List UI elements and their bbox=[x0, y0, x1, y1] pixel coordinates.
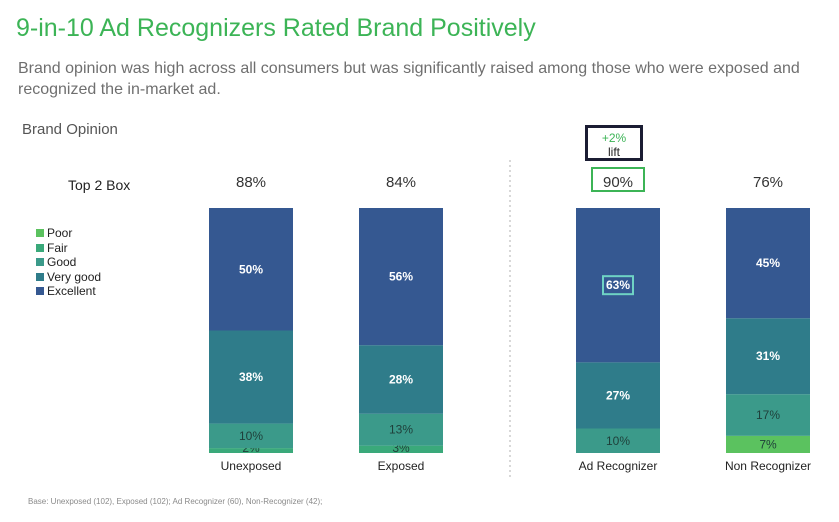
legend-swatch-good bbox=[36, 258, 44, 267]
bar-segment-unexposed-excellent bbox=[209, 208, 293, 331]
bar-segment-exposed-excellent bbox=[359, 208, 443, 346]
data-label-non-recognizer-very-good: 31% bbox=[756, 349, 780, 363]
legend-item-excellent: Excellent bbox=[36, 284, 101, 299]
data-label-ad-recognizer-excellent: 63% bbox=[606, 278, 630, 292]
category-label-unexposed: Unexposed bbox=[221, 459, 282, 473]
legend-label-excellent: Excellent bbox=[47, 284, 96, 299]
category-label-non-recognizer: Non Recognizer bbox=[725, 459, 811, 473]
lift-label: lift bbox=[608, 145, 620, 159]
legend-label-good: Good bbox=[47, 255, 77, 270]
legend-item-poor: Poor bbox=[36, 226, 101, 241]
legend-swatch-very-good bbox=[36, 272, 44, 281]
base-footnote: Base: Unexposed (102), Exposed (102); Ad… bbox=[28, 497, 323, 506]
bar-segment-exposed-very-good bbox=[359, 345, 443, 414]
highlight-box-ad-recognizer-excellent bbox=[602, 275, 634, 296]
legend-item-fair: Fair bbox=[36, 241, 101, 256]
bar-segment-ad-recognizer-excellent bbox=[576, 208, 660, 363]
bar-segment-ad-recognizer-very-good bbox=[576, 362, 660, 429]
data-label-non-recognizer-good: 17% bbox=[756, 408, 780, 422]
category-label-ad-recognizer: Ad Recognizer bbox=[579, 459, 658, 473]
bar-segment-unexposed-good bbox=[209, 423, 293, 449]
legend-item-good: Good bbox=[36, 255, 101, 270]
page-subtitle: Brand opinion was high across all consum… bbox=[18, 60, 800, 98]
page-title: 9-in-10 Ad Recognizers Rated Brand Posit… bbox=[16, 14, 536, 42]
top2-highlight-box bbox=[591, 167, 645, 192]
top2-value-non-recognizer: 76% bbox=[753, 174, 783, 191]
data-label-unexposed-excellent: 50% bbox=[239, 262, 263, 276]
legend-swatch-fair bbox=[36, 243, 44, 252]
legend-label-fair: Fair bbox=[47, 240, 68, 255]
bar-segment-exposed-fair bbox=[359, 445, 443, 453]
data-label-ad-recognizer-good: 10% bbox=[606, 434, 630, 448]
legend-swatch-excellent bbox=[36, 287, 44, 296]
lift-value: +2% bbox=[601, 131, 627, 145]
bar-segment-non-recognizer-very-good bbox=[726, 318, 810, 395]
top2-value-ad-recognizer: 90% bbox=[603, 174, 633, 191]
top2-value-exposed: 84% bbox=[386, 174, 416, 191]
bar-segment-unexposed-fair bbox=[209, 448, 293, 453]
data-label-ad-recognizer-very-good: 27% bbox=[606, 388, 630, 402]
bar-segment-exposed-good bbox=[359, 413, 443, 446]
data-label-unexposed-very-good: 38% bbox=[239, 370, 263, 384]
top2-value-unexposed: 88% bbox=[236, 174, 266, 191]
chart-title: Brand Opinion bbox=[22, 121, 118, 138]
bar-segment-non-recognizer-excellent bbox=[726, 208, 810, 319]
legend-label-poor: Poor bbox=[47, 226, 73, 241]
legend-item-very-good: Very good bbox=[36, 270, 101, 285]
bar-segment-non-recognizer-good bbox=[726, 394, 810, 436]
lift-callout: +2% lift bbox=[585, 125, 643, 161]
data-label-exposed-excellent: 56% bbox=[389, 270, 413, 284]
category-label-exposed: Exposed bbox=[378, 459, 425, 473]
data-label-unexposed-good: 10% bbox=[239, 429, 263, 443]
data-label-exposed-very-good: 28% bbox=[389, 373, 413, 387]
top2-box-label: Top 2 Box bbox=[68, 177, 131, 193]
bar-segment-unexposed-very-good bbox=[209, 330, 293, 424]
chart-legend: Poor Fair Good Very good Excellent bbox=[36, 226, 101, 299]
data-label-non-recognizer-poor: 7% bbox=[759, 437, 777, 451]
legend-label-very-good: Very good bbox=[47, 269, 102, 284]
bar-group: 2%10%38%50%88%Unexposed3%13%28%56%84%Exp… bbox=[209, 167, 811, 473]
bar-segment-non-recognizer-poor bbox=[726, 435, 810, 453]
bar-segment-ad-recognizer-good bbox=[576, 428, 660, 453]
data-label-non-recognizer-excellent: 45% bbox=[756, 256, 780, 270]
legend-swatch-poor bbox=[36, 229, 44, 238]
data-label-exposed-good: 13% bbox=[389, 423, 413, 437]
